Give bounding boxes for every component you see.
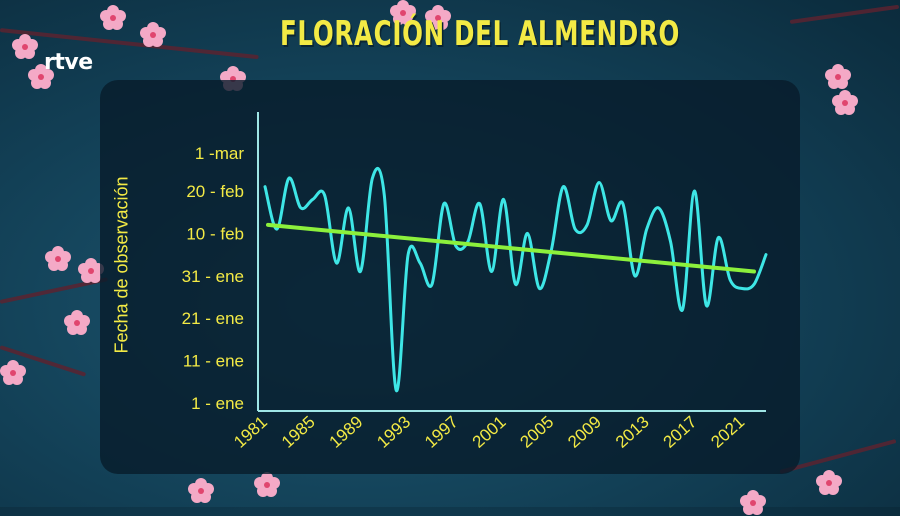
series-line-observations bbox=[263, 167, 768, 392]
x-tick-label: 2021 bbox=[707, 412, 748, 451]
x-tick-label: 1997 bbox=[421, 412, 462, 451]
y-tick-labels: 1 - ene 11 - ene 21 - ene 31 - ene 10 - feb 2… bbox=[182, 144, 245, 413]
blossom-icon bbox=[390, 0, 416, 25]
blossom-icon bbox=[140, 22, 166, 47]
blossom-icon bbox=[832, 90, 858, 115]
x-tick-label: 2017 bbox=[660, 412, 701, 451]
y-tick-label: 21 - ene bbox=[182, 309, 244, 328]
y-tick-label: 1 - ene bbox=[191, 394, 244, 413]
blossom-icon bbox=[188, 478, 214, 503]
y-tick-label: 1 -mar bbox=[195, 144, 244, 163]
blossom-icon bbox=[12, 34, 38, 59]
blossom-icon bbox=[45, 246, 71, 271]
blossom-icon bbox=[28, 64, 54, 89]
y-tick-label: 20 - feb bbox=[186, 182, 244, 201]
y-tick-label: 10 - feb bbox=[186, 224, 244, 243]
series-line-trend bbox=[266, 222, 756, 274]
x-tick-label: 1993 bbox=[373, 412, 414, 451]
rtve-logo: rtve bbox=[44, 50, 93, 75]
x-tick-label: 1989 bbox=[326, 412, 367, 451]
x-tick-label: 2009 bbox=[564, 412, 605, 451]
chart-title: FLORACIÓN DEL ALMENDRO bbox=[279, 14, 681, 54]
y-axis-label: Fecha de observación bbox=[111, 176, 132, 354]
x-tick-label: 2013 bbox=[612, 412, 653, 451]
blossom-icon bbox=[254, 472, 280, 497]
x-tick-label: 2001 bbox=[469, 412, 510, 451]
blossom-icon bbox=[0, 360, 26, 385]
blossom-icon bbox=[64, 310, 90, 335]
x-tick-label: 1985 bbox=[278, 412, 319, 451]
x-tick-label: 1981 bbox=[230, 412, 271, 451]
blossom-icon bbox=[825, 64, 851, 89]
y-tick-label: 31 - ene bbox=[182, 267, 244, 286]
x-tick-labels: 1981 1985 1989 1993 1997 2001 2005 2009 2013 2017… bbox=[230, 412, 748, 451]
chart-panel bbox=[100, 80, 800, 474]
blossom-icon bbox=[816, 470, 842, 495]
y-tick-label: 11 - ene bbox=[183, 352, 244, 371]
blossom-icon bbox=[100, 5, 126, 30]
blossom-icon bbox=[425, 5, 451, 30]
x-tick-label: 2005 bbox=[516, 412, 557, 451]
